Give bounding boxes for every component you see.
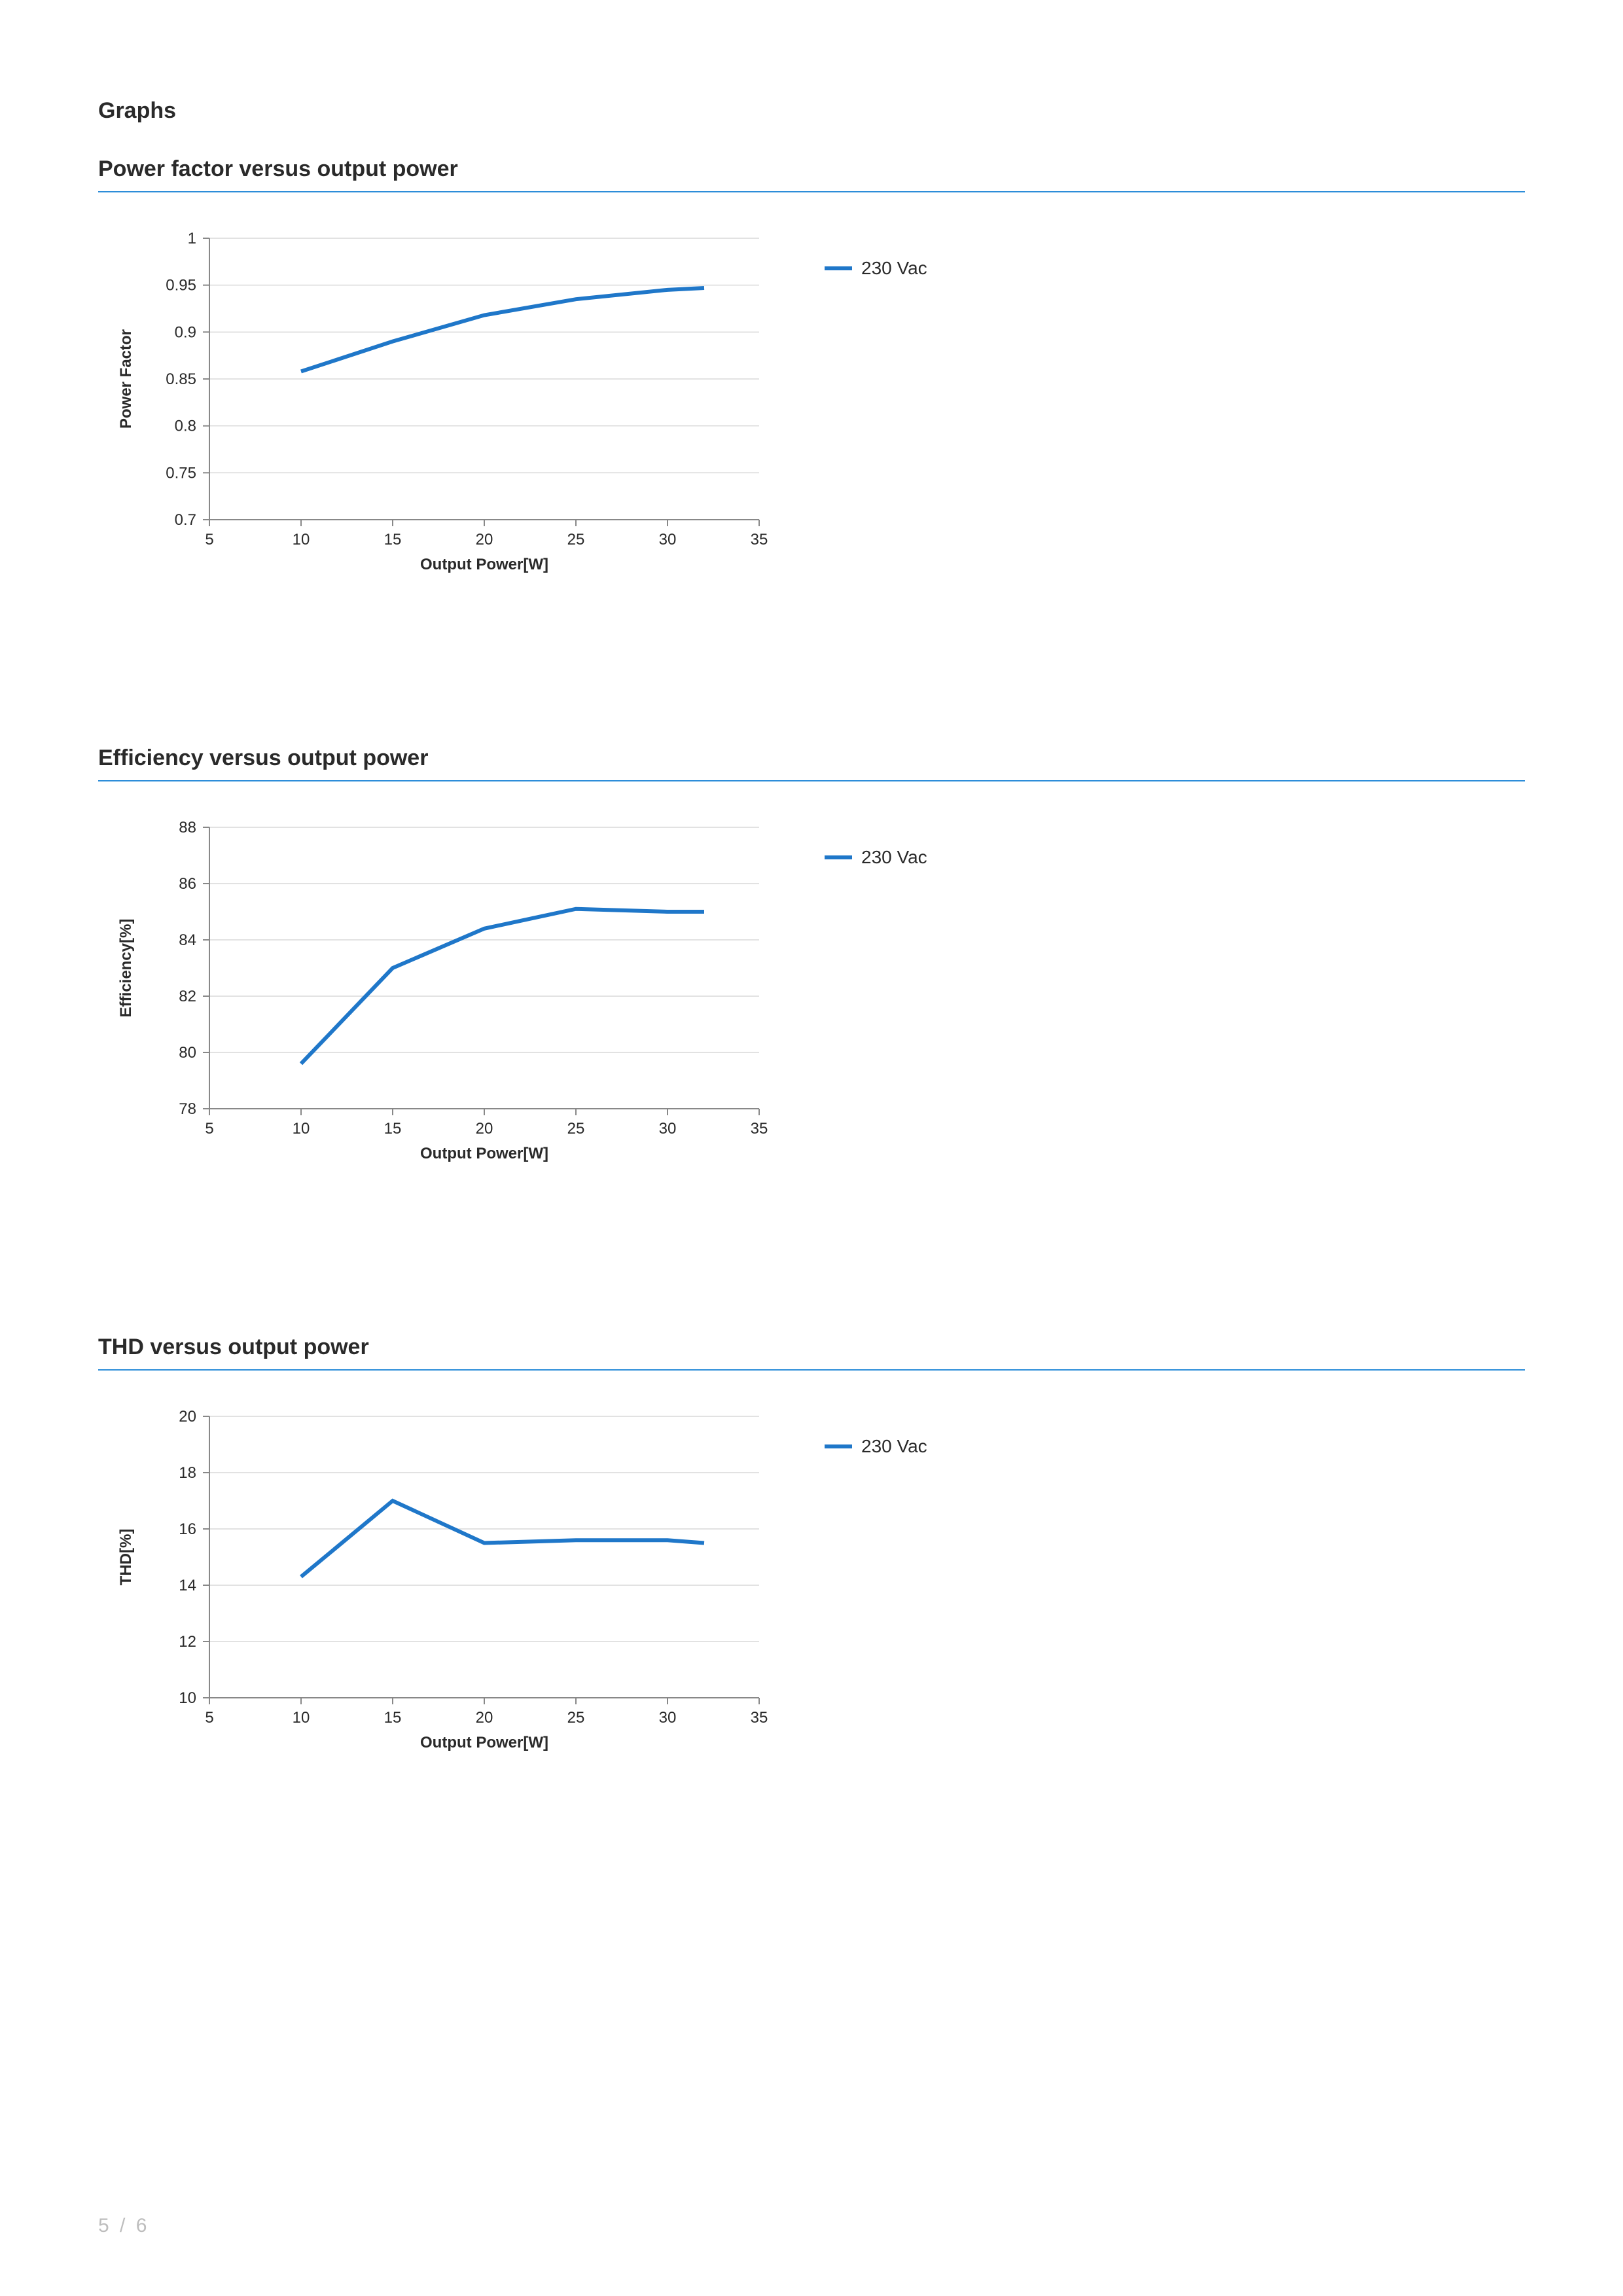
svg-text:5: 5 — [205, 1120, 213, 1138]
svg-text:14: 14 — [179, 1577, 196, 1594]
chart-legend: 230 Vac — [825, 1436, 927, 1457]
legend-label: 230 Vac — [861, 847, 927, 868]
svg-text:78: 78 — [179, 1100, 196, 1118]
chart-svg: 10 12 14 16 18 20 5 10 15 20 25 30 35 Output Power[W]… — [98, 1397, 818, 1770]
svg-text:25: 25 — [567, 1709, 585, 1727]
chart-title: Efficiency versus output power — [98, 745, 1525, 781]
chart-legend: 230 Vac — [825, 847, 927, 868]
chart-plot: 10 12 14 16 18 20 5 10 15 20 25 30 35 Output Power[W]… — [98, 1397, 818, 1773]
svg-text:30: 30 — [659, 531, 677, 548]
chart-title: THD versus output power — [98, 1335, 1525, 1371]
chart-plot: 0.70.750.80.850.90.9515101520253035Outpu… — [98, 219, 818, 595]
svg-text:16: 16 — [179, 1520, 196, 1538]
svg-text:30: 30 — [659, 1120, 677, 1138]
svg-text:10: 10 — [293, 1709, 310, 1727]
chart-legend: 230 Vac — [825, 258, 927, 279]
svg-text:0.9: 0.9 — [175, 323, 196, 341]
svg-text:35: 35 — [751, 1709, 768, 1727]
svg-text:0.85: 0.85 — [166, 370, 196, 388]
svg-text:5: 5 — [205, 531, 213, 548]
svg-text:0.95: 0.95 — [166, 277, 196, 295]
page-heading: Graphs — [98, 98, 1525, 124]
page-number: 5 / 6 — [98, 2215, 149, 2237]
svg-text:15: 15 — [384, 1709, 402, 1727]
svg-text:0.75: 0.75 — [166, 464, 196, 482]
chart-section: THD versus output power 10 12 14 16 18 20 5 10 15… — [98, 1335, 1525, 1773]
svg-text:18: 18 — [179, 1464, 196, 1482]
legend-label: 230 Vac — [861, 258, 927, 279]
svg-text:82: 82 — [179, 988, 196, 1005]
svg-text:Power Factor: Power Factor — [117, 329, 135, 429]
svg-text:THD[%]: THD[%] — [117, 1529, 135, 1586]
chart-section: Power factor versus output power 0.7 0.75 0… — [98, 156, 1525, 595]
svg-text:20: 20 — [476, 1709, 493, 1727]
svg-text:1: 1 — [188, 230, 196, 247]
legend-label: 230 Vac — [861, 1436, 927, 1457]
svg-text:84: 84 — [179, 931, 196, 949]
legend-swatch — [825, 266, 852, 270]
svg-text:15: 15 — [384, 531, 402, 548]
svg-text:35: 35 — [751, 1120, 768, 1138]
svg-text:12: 12 — [179, 1633, 196, 1651]
chart-section: Efficiency versus output power 78 80 82 84 86… — [98, 745, 1525, 1184]
svg-text:0.7: 0.7 — [175, 511, 196, 529]
svg-text:Output Power[W]: Output Power[W] — [420, 1145, 548, 1162]
svg-text:35: 35 — [751, 531, 768, 548]
svg-text:20: 20 — [179, 1408, 196, 1426]
svg-text:15: 15 — [384, 1120, 402, 1138]
svg-text:25: 25 — [567, 531, 585, 548]
chart-plot: 78 80 82 84 86 88 5 10 15 20 25 30 35 Output Power[W]… — [98, 808, 818, 1184]
svg-text:88: 88 — [179, 819, 196, 836]
svg-text:20: 20 — [476, 1120, 493, 1138]
legend-swatch — [825, 1444, 852, 1448]
svg-text:86: 86 — [179, 875, 196, 893]
chart-title: Power factor versus output power — [98, 156, 1525, 192]
svg-text:30: 30 — [659, 1709, 677, 1727]
svg-text:10: 10 — [293, 1120, 310, 1138]
svg-text:20: 20 — [476, 531, 493, 548]
chart-svg: 0.70.750.80.850.90.9515101520253035Outpu… — [98, 219, 818, 592]
svg-text:0.8: 0.8 — [175, 418, 196, 435]
legend-swatch — [825, 855, 852, 859]
svg-text:10: 10 — [293, 531, 310, 548]
svg-text:80: 80 — [179, 1044, 196, 1062]
svg-text:Output Power[W]: Output Power[W] — [420, 556, 548, 573]
svg-text:10: 10 — [179, 1689, 196, 1707]
svg-text:5: 5 — [205, 1709, 213, 1727]
svg-text:Output Power[W]: Output Power[W] — [420, 1734, 548, 1751]
svg-text:Efficiency[%]: Efficiency[%] — [117, 919, 135, 1018]
svg-text:25: 25 — [567, 1120, 585, 1138]
chart-svg: 78 80 82 84 86 88 5 10 15 20 25 30 35 Output Power[W]… — [98, 808, 818, 1181]
